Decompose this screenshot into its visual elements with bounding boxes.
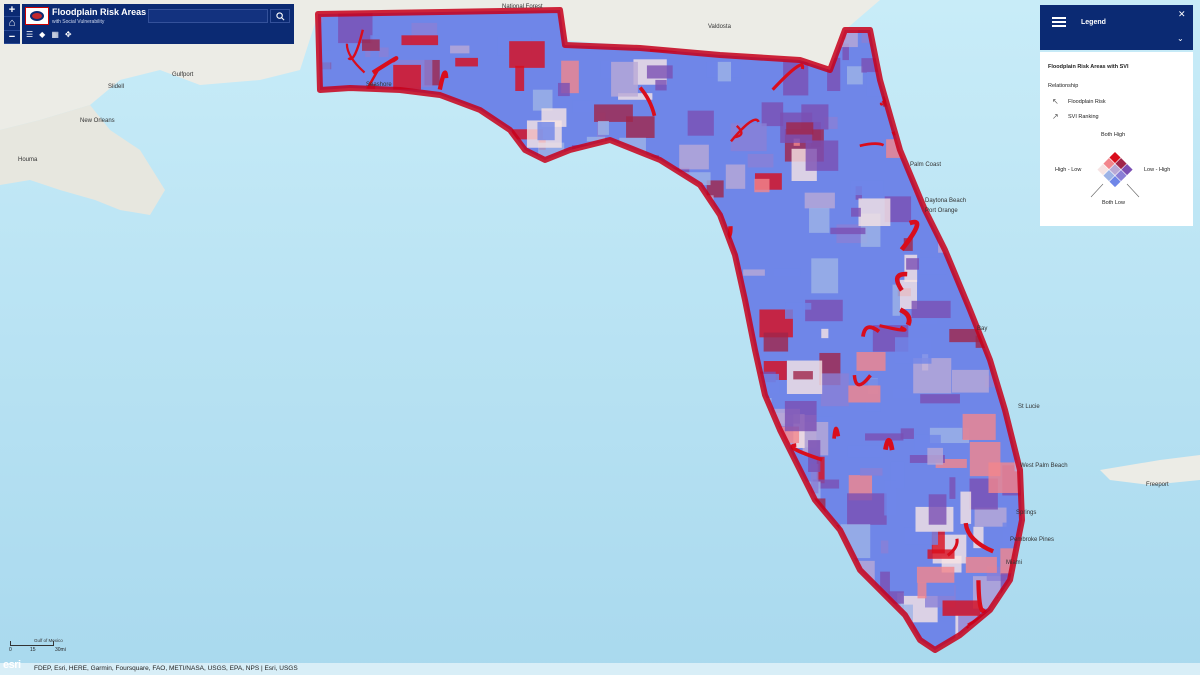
place-label: Bay (977, 326, 988, 332)
bivariate-legend-grid (1090, 151, 1140, 198)
place-label: National Forest (502, 4, 543, 10)
place-label: Miami (1006, 560, 1022, 566)
app-header: Floodplain Risk Areas with Social Vulner… (22, 4, 294, 44)
legend-swatch (1097, 163, 1109, 176)
zoom-controls: + ⌂ − (4, 4, 20, 44)
place-label: Freeport (1146, 482, 1169, 488)
place-label: Pembroke Pines (1010, 537, 1055, 543)
close-icon[interactable]: ✕ (1178, 9, 1186, 19)
legend-icon (1048, 11, 1070, 33)
place-label: Gulfport (172, 72, 194, 78)
app-title: Floodplain Risk Areas (52, 7, 147, 17)
chevron-down-icon[interactable]: ⌄ (1177, 34, 1184, 43)
scale-right-label: 30mi (55, 647, 66, 653)
legend-right-label: Low - High (1144, 167, 1171, 173)
toolbar: ☰ ◆ ▦ ✥ (26, 31, 72, 39)
search-input[interactable] (148, 9, 268, 23)
legend-axis2-label: SVI Ranking (1068, 113, 1099, 120)
mainland-north (0, 0, 1200, 130)
home-button[interactable]: ⌂ (4, 17, 20, 31)
place-label: Seashore (366, 82, 392, 88)
place-label: Valdosta (708, 24, 731, 30)
search-icon (275, 11, 284, 20)
louisiana-coast (0, 105, 165, 215)
place-label: Daytona Beach (925, 198, 967, 204)
place-label: Port Orange (925, 208, 958, 214)
legend-title: Legend (1081, 19, 1106, 26)
place-label: Springs (1016, 510, 1037, 516)
scale-mid-label: 15 (30, 647, 36, 653)
place-label: New Orleans (80, 118, 115, 124)
legend-axis1-label: Floodplain Risk (1068, 98, 1106, 105)
place-label: St Lucie (1018, 404, 1040, 410)
place-label: West Palm Beach (1020, 463, 1068, 469)
place-label: Houma (18, 157, 38, 163)
arrow-up-left-icon: ↖ (1052, 97, 1059, 106)
share-icon[interactable]: ✥ (64, 30, 72, 39)
legend-header: Legend ✕ ⌄ (1040, 5, 1193, 50)
basemap-icon[interactable]: ▦ (51, 30, 59, 39)
legend-left-label: High - Low (1055, 167, 1082, 173)
legend-swatch (1121, 163, 1133, 176)
layers-icon[interactable]: ◆ (39, 30, 46, 39)
arrow-up-right-icon: ↗ (1052, 112, 1059, 121)
place-label: Palm Coast (910, 162, 942, 168)
attribution: FDEP, Esri, HERE, Garmin, Foursquare, FA… (0, 663, 1200, 675)
legend-panel: Floodplain Risk Areas with SVI Relations… (1040, 52, 1193, 226)
search-button[interactable] (270, 9, 290, 23)
legend-relationship-label: Relationship (1048, 83, 1079, 89)
esri-logo: esri (3, 659, 21, 671)
legend-axis2: ↗ SVI Ranking (1052, 112, 1099, 121)
list-icon[interactable]: ☰ (26, 30, 34, 39)
scale-left-label: 0 (9, 647, 12, 653)
legend-bottom-label: Both Low (1102, 200, 1125, 206)
legend-top-label: Both High (1101, 132, 1126, 138)
legend-axis1: ↖ Floodplain Risk (1052, 97, 1106, 106)
legend-layer-title: Floodplain Risk Areas with SVI (1048, 64, 1129, 70)
scale-bar (10, 641, 54, 646)
place-label: Slidell (108, 84, 125, 90)
zoom-out-button[interactable]: − (4, 31, 20, 44)
zoom-in-button[interactable]: + (4, 4, 20, 18)
place-label: Gulf of Mexico (34, 638, 63, 643)
bahamas (1100, 455, 1200, 485)
app-subtitle: with Social Vulnerability (52, 19, 105, 25)
app-logo (25, 7, 49, 25)
